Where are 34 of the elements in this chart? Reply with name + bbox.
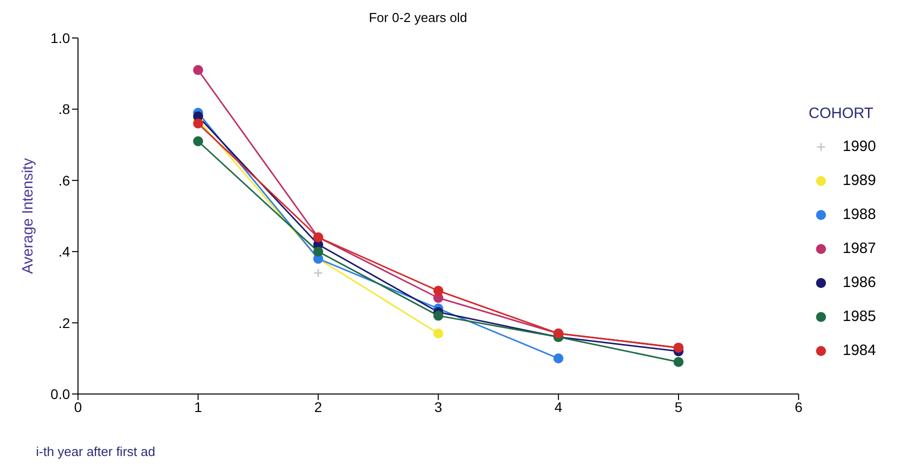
- legend-title: COHORT: [808, 104, 874, 122]
- y-tick-label: .8: [58, 101, 70, 118]
- legend-label: 1987: [842, 240, 876, 257]
- point: [433, 328, 444, 338]
- point: [674, 356, 684, 367]
- legend-label: 1985: [842, 308, 876, 325]
- x-axis-title: i-th year after first ad: [36, 444, 156, 459]
- point: [433, 310, 444, 321]
- x-tick-label: 5: [674, 398, 683, 415]
- legend-label: 1988: [842, 206, 876, 223]
- y-axis-title: Average Intensity: [19, 158, 36, 274]
- point: [553, 353, 564, 364]
- point: [433, 286, 444, 296]
- y-tick-label: .4: [58, 244, 70, 260]
- legend-label: 1989: [842, 172, 876, 189]
- x-tick-label: 4: [554, 398, 563, 415]
- x-tick-label: 3: [434, 398, 442, 415]
- y-tick-label: 0.0: [50, 386, 70, 402]
- x-tick-label: 1: [194, 398, 202, 415]
- point: [193, 118, 204, 128]
- y-tick-label: .2: [58, 314, 70, 331]
- x-tick-label: 6: [794, 398, 803, 415]
- legend-label: 1986: [842, 274, 876, 291]
- point: [193, 65, 204, 76]
- x-tick-label: 0: [74, 398, 82, 415]
- chart-title: For 0-2 years old: [368, 10, 468, 25]
- legend-label: 1984: [842, 342, 876, 359]
- point: [313, 246, 324, 257]
- point: [313, 268, 323, 278]
- legend-label: 1990: [842, 138, 876, 155]
- y-tick-label: .6: [58, 172, 70, 188]
- x-tick-label: 2: [314, 398, 322, 415]
- point: [193, 136, 204, 146]
- y-tick-label: 1.0: [50, 30, 70, 46]
